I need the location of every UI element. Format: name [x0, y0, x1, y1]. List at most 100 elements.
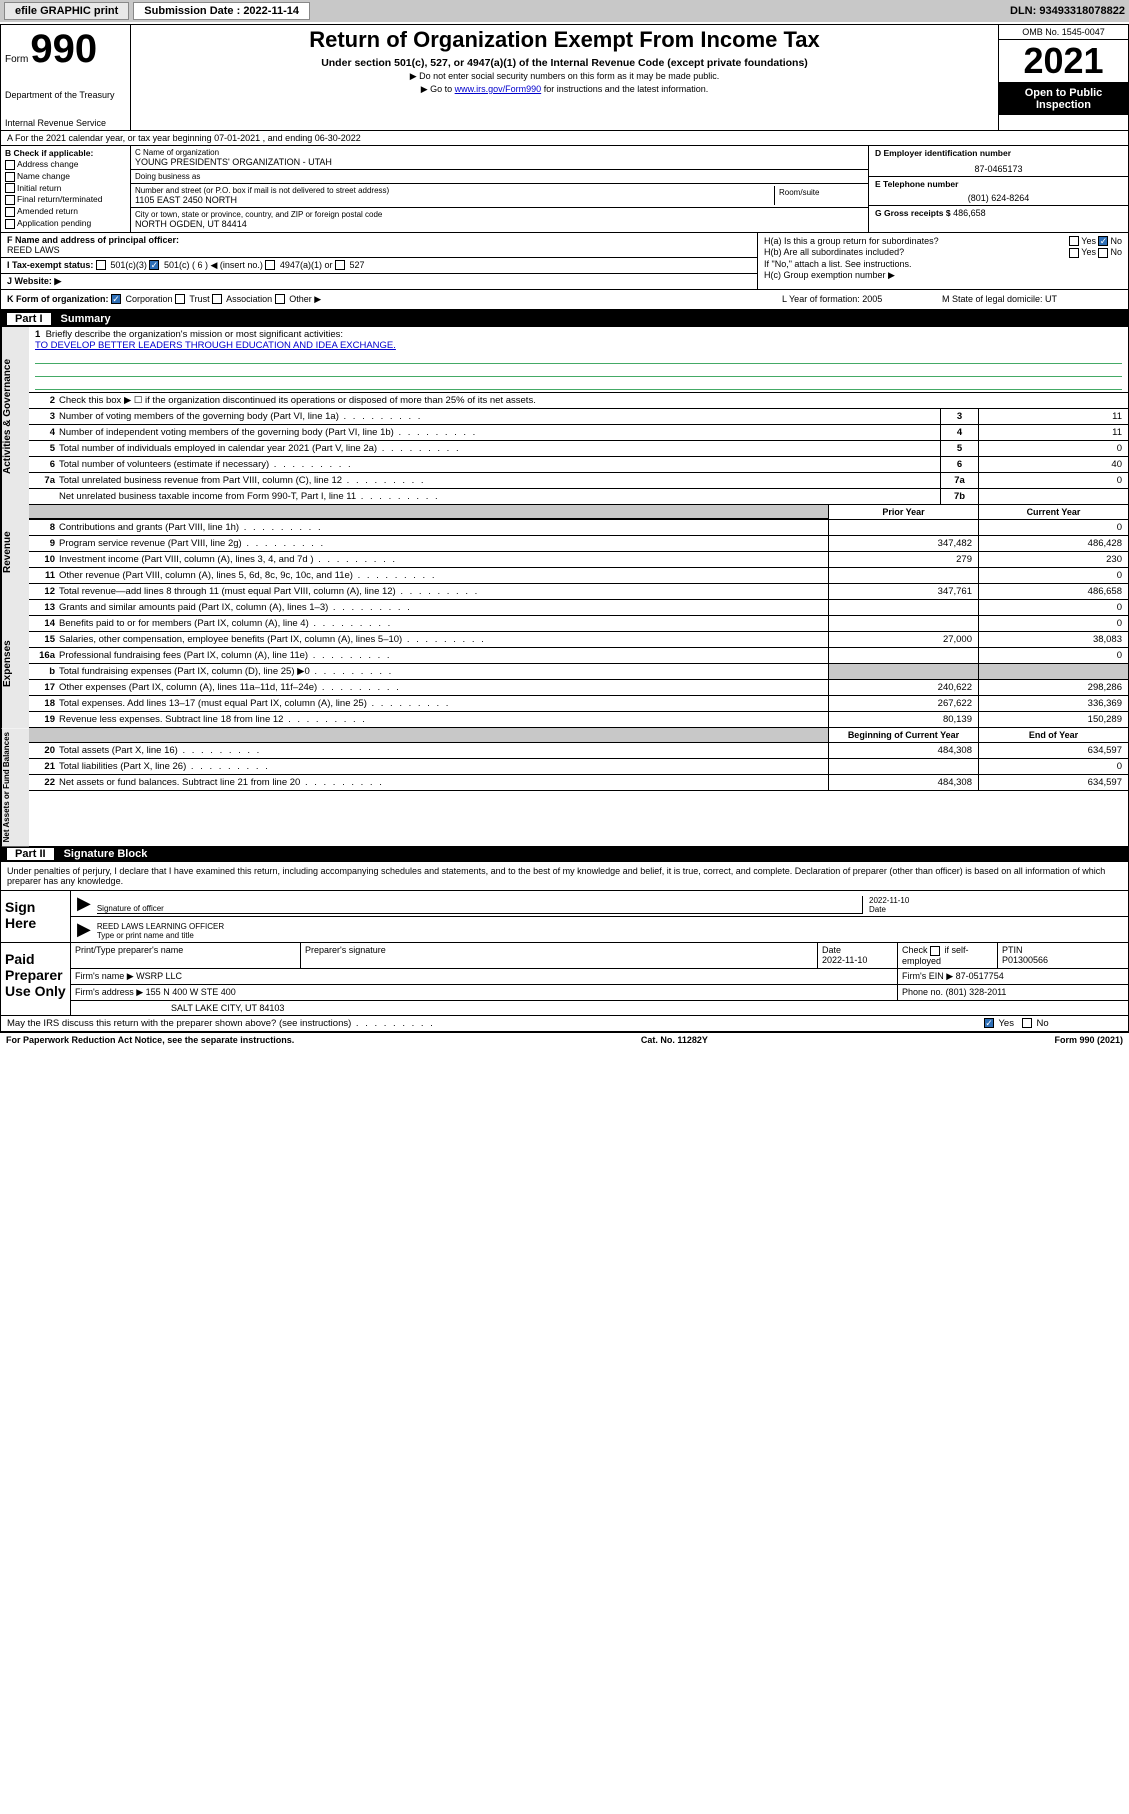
opt-5: Application pending — [17, 218, 91, 228]
i-o2: 501(c) ( 6 ) ◀ (insert no.) — [164, 260, 263, 270]
phone-label: E Telephone number — [875, 179, 1122, 189]
omb-number: OMB No. 1545-0047 — [999, 25, 1128, 40]
line-19: 19 Revenue less expenses. Subtract line … — [29, 712, 1128, 728]
part-1-title: Summary — [61, 313, 111, 325]
mission-label: Briefly describe the organization's miss… — [46, 329, 344, 340]
line-13: 13 Grants and similar amounts paid (Part… — [29, 600, 1128, 616]
row-a-tax-year: A For the 2021 calendar year, or tax yea… — [1, 131, 1128, 146]
part-2-label: Part II — [7, 848, 54, 860]
sig-name-label: Type or print name and title — [97, 931, 1122, 940]
gov-line-4: 4 Number of independent voting members o… — [29, 425, 1128, 441]
summary-revenue: Revenue Prior Year Current Year 8 Contri… — [1, 505, 1128, 600]
line-16a: 16a Professional fundraising fees (Part … — [29, 648, 1128, 664]
chk-501c3[interactable] — [96, 260, 106, 270]
line-20: 20 Total assets (Part X, line 16) 484,30… — [29, 743, 1128, 759]
chk-hb-yes[interactable] — [1069, 248, 1079, 258]
chk-initial-return[interactable] — [5, 183, 15, 193]
chk-irs-yes[interactable] — [984, 1018, 994, 1028]
paid-preparer-row: Paid Preparer Use Only Print/Type prepar… — [1, 943, 1128, 1016]
chk-501c[interactable] — [149, 260, 159, 270]
efile-button[interactable]: efile GRAPHIC print — [4, 2, 129, 20]
chk-amended[interactable] — [5, 207, 15, 217]
chk-527[interactable] — [335, 260, 345, 270]
topbar: efile GRAPHIC print Submission Date : 20… — [0, 0, 1129, 22]
penalty-statement: Under penalties of perjury, I declare th… — [1, 862, 1128, 891]
mission-text: TO DEVELOP BETTER LEADERS THROUGH EDUCAT… — [35, 340, 396, 351]
line-10: 10 Investment income (Part VIII, column … — [29, 552, 1128, 568]
form-header: Form 990 Department of the Treasury Inte… — [1, 25, 1128, 131]
net-asset-lines: Beginning of Current Year End of Year 20… — [29, 728, 1128, 846]
chk-trust[interactable] — [175, 294, 185, 304]
revenue-lines: Prior Year Current Year 8 Contributions … — [29, 505, 1128, 600]
prior-year-hdr: Prior Year — [828, 505, 978, 519]
chk-assoc[interactable] — [212, 294, 222, 304]
gov-line-7b: Net unrelated business taxable income fr… — [29, 489, 1128, 505]
city-value: NORTH OGDEN, UT 84414 — [135, 219, 864, 229]
sign-arrow-icon: ▶ — [77, 893, 91, 914]
mission-block: 1 Briefly describe the organization's mi… — [29, 327, 1128, 393]
form-title: Return of Organization Exempt From Incom… — [135, 27, 994, 53]
line-2-desc: Check this box ▶ ☐ if the organization d… — [57, 393, 1128, 408]
chk-name-change[interactable] — [5, 172, 15, 182]
chk-corp[interactable] — [111, 294, 121, 304]
opt-3: Final return/terminated — [17, 194, 103, 204]
chk-other[interactable] — [275, 294, 285, 304]
header-left: Form 990 Department of the Treasury Inte… — [1, 25, 131, 130]
chk-4947[interactable] — [265, 260, 275, 270]
chk-address-change[interactable] — [5, 160, 15, 170]
side-label-revenue: Revenue — [1, 505, 29, 600]
side-label-governance: Activities & Governance — [1, 327, 29, 505]
line-11: 11 Other revenue (Part VIII, column (A),… — [29, 568, 1128, 584]
col-b-label: B Check if applicable: — [5, 148, 126, 158]
m-domicile: M State of legal domicile: UT — [942, 294, 1122, 305]
k-o1: Corporation — [126, 294, 173, 304]
tax-year: 2021 — [999, 40, 1128, 83]
sig-officer-label: Signature of officer — [97, 904, 164, 913]
chk-irs-no[interactable] — [1022, 1018, 1032, 1028]
chk-ha-yes[interactable] — [1069, 236, 1079, 246]
gov-line-3: 3 Number of voting members of the govern… — [29, 409, 1128, 425]
current-year-hdr: Current Year — [978, 505, 1128, 519]
prep-phone: (801) 328-2011 — [946, 987, 1007, 997]
form-note-2: ▶ Go to www.irs.gov/Form990 for instruct… — [135, 84, 994, 95]
irs-link[interactable]: www.irs.gov/Form990 — [455, 84, 542, 94]
phone-value: (801) 624-8264 — [875, 193, 1122, 203]
i-o1: 501(c)(3) — [110, 260, 147, 270]
column-c-name-addr: C Name of organization YOUNG PRESIDENTS'… — [131, 146, 868, 232]
fhij-left: F Name and address of principal officer:… — [1, 233, 758, 289]
opt-4: Amended return — [17, 206, 78, 216]
k-o3: Association — [226, 294, 272, 304]
sign-here-label: Sign Here — [1, 891, 71, 942]
sig-date-value: 2022-11-10 — [869, 896, 1122, 905]
line-9: 9 Program service revenue (Part VIII, li… — [29, 536, 1128, 552]
begin-year-hdr: Beginning of Current Year — [828, 728, 978, 742]
note2-post: for instructions and the latest informat… — [541, 84, 708, 94]
chk-application-pending[interactable] — [5, 219, 15, 229]
city-label: City or town, state or province, country… — [135, 210, 864, 219]
chk-self-employed[interactable] — [930, 946, 940, 956]
side-label-expenses: Expenses — [1, 600, 29, 728]
hb-note: If "No," attach a list. See instructions… — [764, 259, 911, 269]
may-irs-text: May the IRS discuss this return with the… — [1, 1016, 978, 1031]
j-label: J Website: ▶ — [7, 276, 61, 286]
side-label-net-assets: Net Assets or Fund Balances — [1, 728, 29, 846]
part-2-header: Part II Signature Block — [1, 846, 1128, 862]
form-word: Form — [5, 54, 28, 65]
fhij-right: H(a) Is this a group return for subordin… — [758, 233, 1128, 289]
chk-hb-no[interactable] — [1098, 248, 1108, 258]
gross-label: G Gross receipts $ — [875, 208, 951, 218]
summary-governance: Activities & Governance 1 Briefly descri… — [1, 327, 1128, 505]
gross-value: 486,658 — [953, 208, 986, 218]
line-21: 21 Total liabilities (Part X, line 26) 0 — [29, 759, 1128, 775]
page-footer: For Paperwork Reduction Act Notice, see … — [0, 1033, 1129, 1047]
ein-value: 87-0465173 — [875, 164, 1122, 174]
k-block: K Form of organization: Corporation Trus… — [7, 294, 782, 305]
revenue-col-header: Prior Year Current Year — [29, 505, 1128, 520]
l-formation: L Year of formation: 2005 — [782, 294, 942, 305]
firm-name-lbl: Firm's name ▶ — [75, 971, 134, 981]
dept-label: Department of the Treasury — [5, 90, 126, 100]
chk-final-return[interactable] — [5, 195, 15, 205]
section-bcde: B Check if applicable: Address change Na… — [1, 146, 1128, 233]
chk-ha-no[interactable] — [1098, 236, 1108, 246]
firm-ein-lbl: Firm's EIN ▶ — [902, 971, 953, 981]
